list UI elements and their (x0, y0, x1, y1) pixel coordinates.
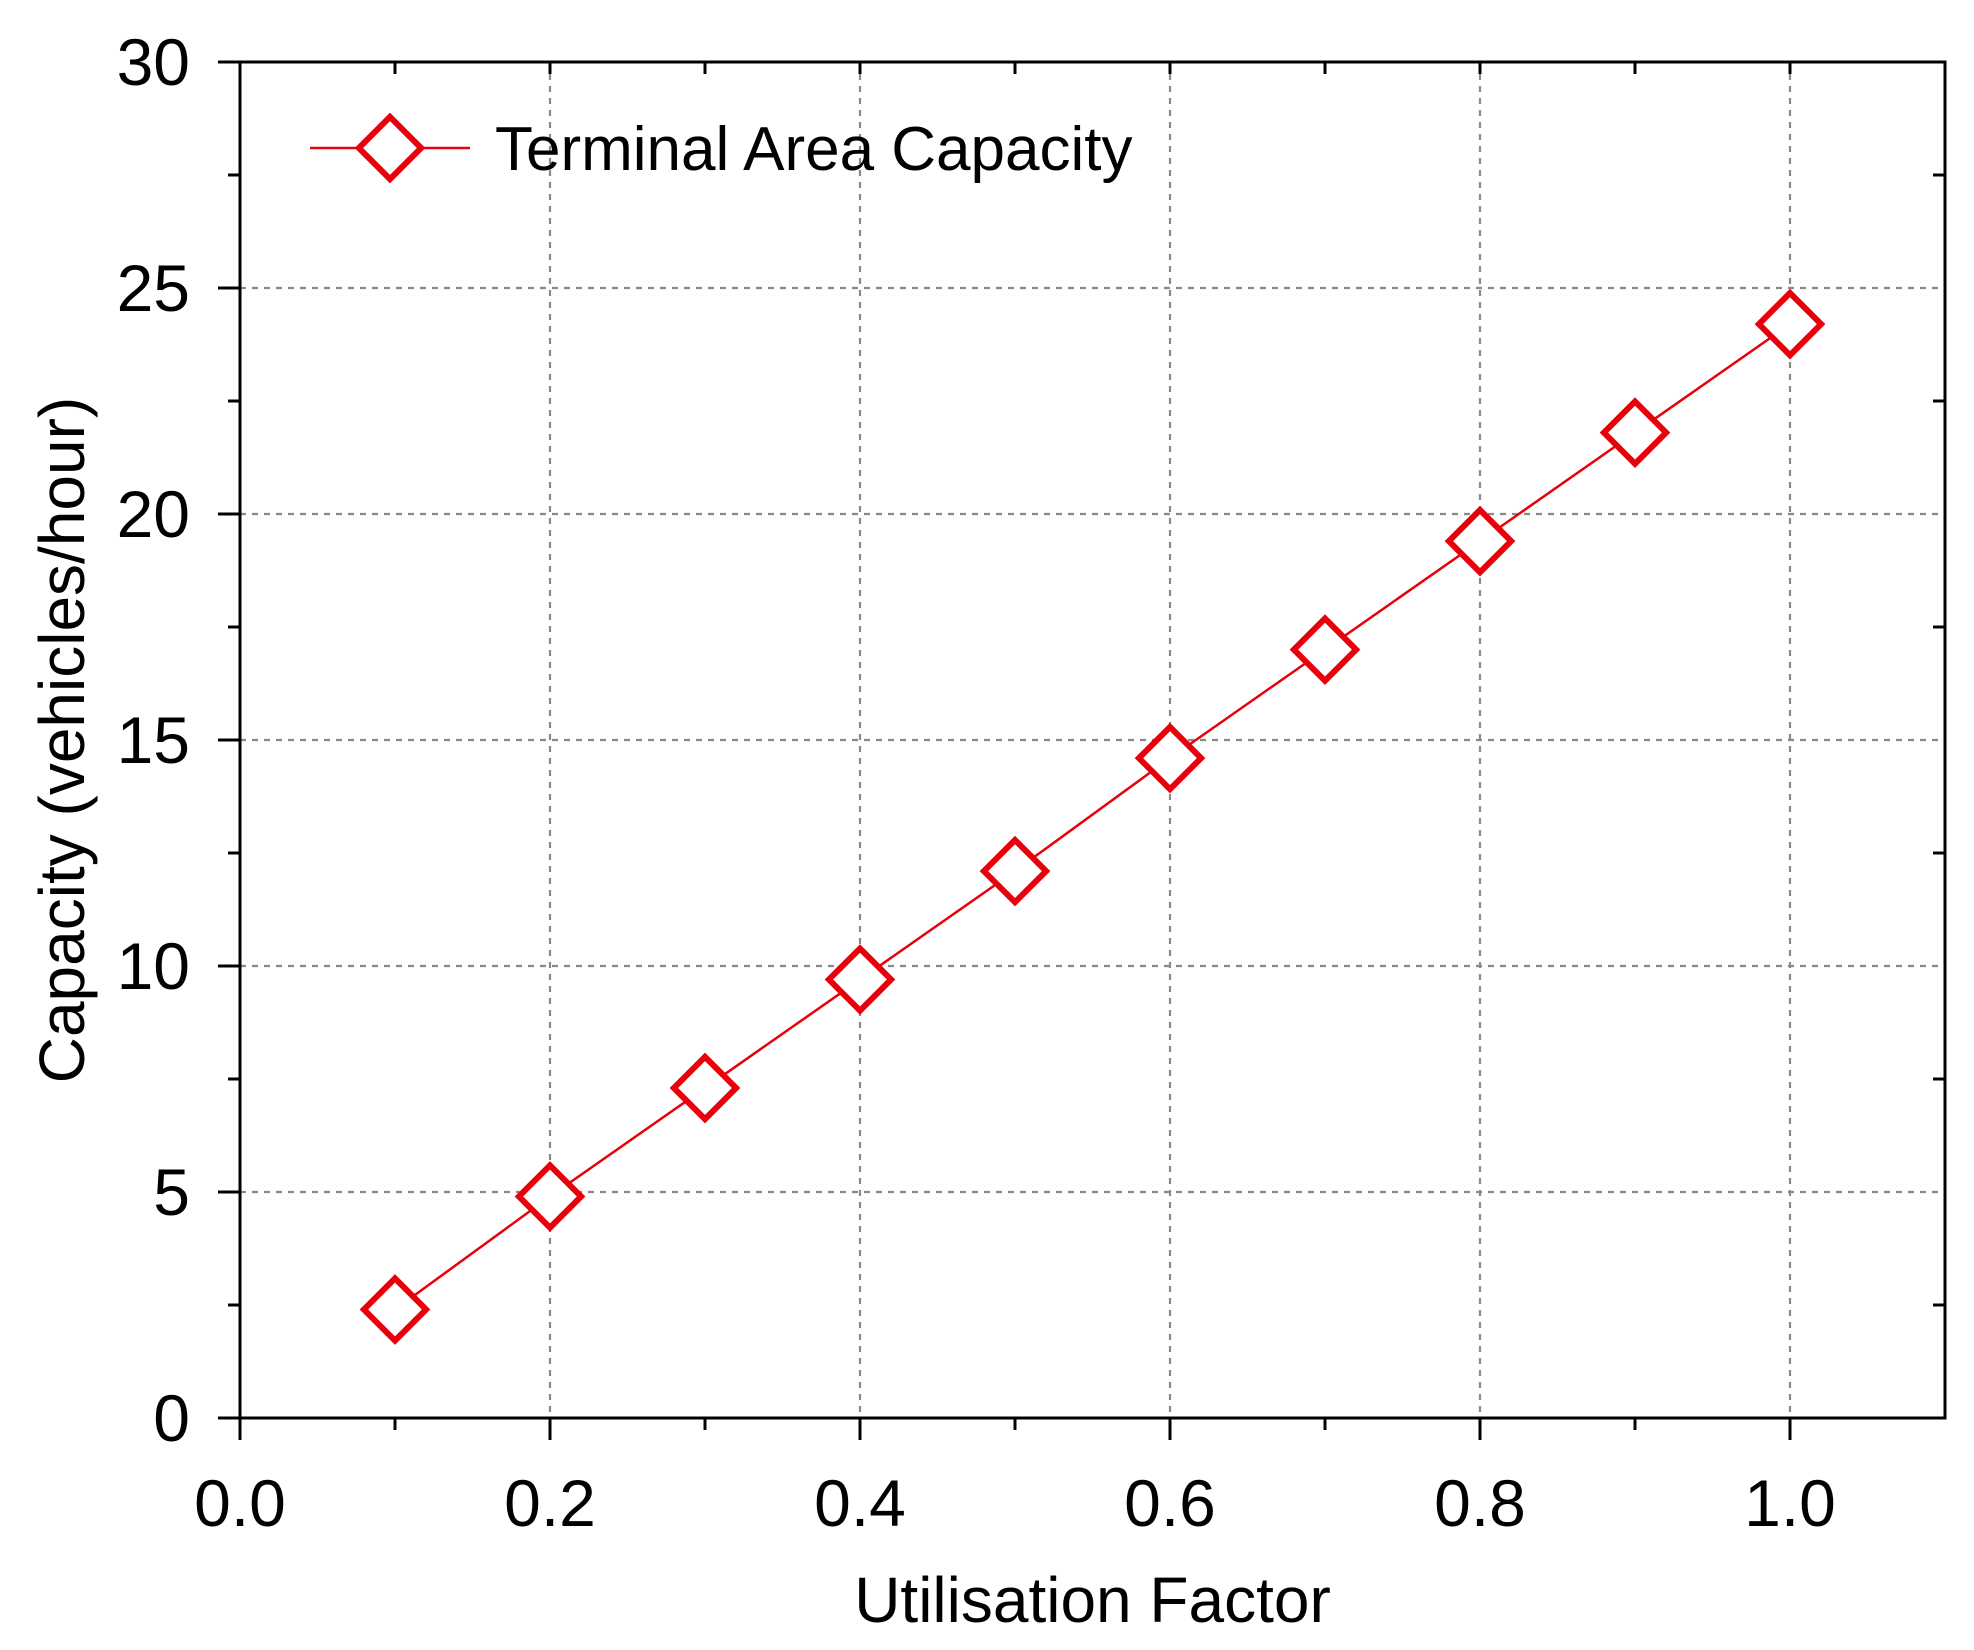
data-point (1754, 288, 1826, 360)
y-tick-label: 30 (117, 25, 190, 99)
legend-marker (354, 112, 426, 184)
data-series (359, 288, 1826, 1345)
data-point (1599, 397, 1671, 468)
x-tick-label: 0.6 (1124, 1466, 1216, 1540)
y-tick-label: 15 (117, 703, 190, 777)
y-axis-title: Capacity (vehicles/hour) (26, 397, 98, 1084)
data-point (1289, 614, 1361, 685)
x-tick-label: 0.2 (504, 1466, 596, 1540)
data-point (979, 835, 1051, 907)
data-point (669, 1052, 741, 1124)
series-line (394, 323, 1791, 1311)
data-point (824, 944, 896, 1015)
axis-ticks: 0.0 0.2 0.4 0.6 0.8 1.0 0 5 10 15 20 25 30 (117, 25, 1945, 1540)
y-tick-label: 10 (117, 929, 190, 1003)
legend-label: Terminal Area Capacity (495, 115, 1133, 184)
data-point (359, 1274, 431, 1345)
y-tick-label: 25 (117, 251, 190, 325)
x-axis-title: Utilisation Factor (854, 1564, 1331, 1636)
y-tick-label: 20 (117, 477, 190, 551)
grid (240, 62, 1945, 1418)
y-tick-label: 0 (153, 1381, 190, 1455)
y-tick-label: 5 (153, 1155, 190, 1229)
x-tick-label: 0.4 (814, 1466, 906, 1540)
x-tick-label: 1.0 (1744, 1466, 1836, 1540)
legend: Terminal Area Capacity (310, 112, 1133, 184)
x-tick-label: 0.8 (1434, 1466, 1526, 1540)
x-tick-label: 0.0 (194, 1466, 286, 1540)
data-point (1134, 722, 1206, 794)
data-point (514, 1161, 586, 1232)
data-point (1444, 505, 1516, 577)
